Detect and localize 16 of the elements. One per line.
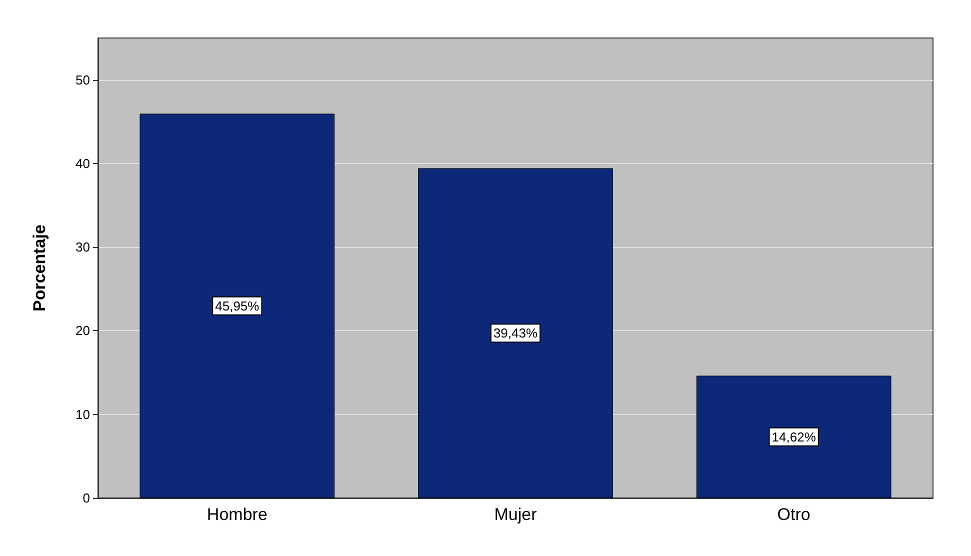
data-label: 45,95%: [215, 298, 260, 314]
y-tick-label: 50: [76, 72, 90, 88]
y-tick-label: 40: [76, 156, 90, 171]
y-tick-label: 10: [76, 406, 90, 422]
y-tick-label: 30: [76, 240, 90, 255]
data-label: 39,43%: [493, 326, 538, 341]
bar: [696, 376, 892, 498]
bar: [418, 168, 613, 498]
y-tick-label: 20: [76, 323, 90, 338]
y-axis-title: Porcentaje: [30, 224, 49, 312]
x-tick-label: Otro: [777, 505, 810, 524]
x-tick-label: Mujer: [494, 505, 538, 524]
y-tick-label: 0: [82, 490, 90, 506]
x-tick-label: Hombre: [206, 505, 268, 524]
data-label: 14,62%: [772, 429, 816, 444]
bar: [140, 114, 335, 498]
